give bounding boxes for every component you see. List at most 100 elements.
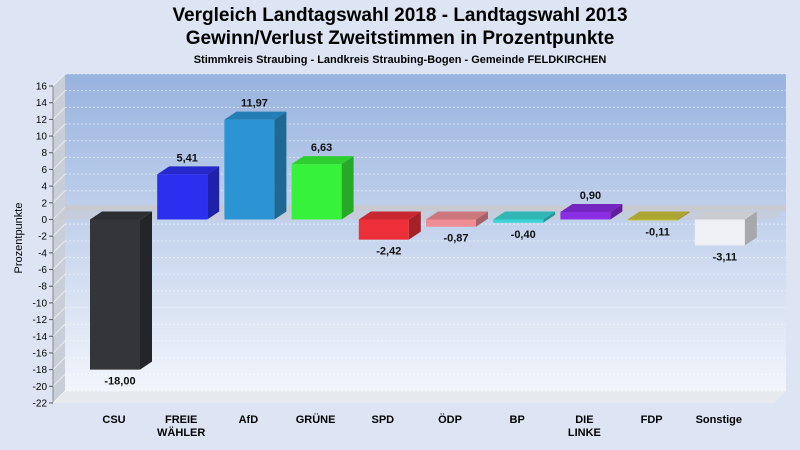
bar-top bbox=[90, 211, 152, 220]
bar-top bbox=[224, 111, 287, 120]
bar-side bbox=[543, 211, 556, 223]
gridline-side bbox=[52, 190, 66, 204]
plot-floor bbox=[53, 391, 786, 403]
bars bbox=[90, 111, 757, 370]
gridline-side bbox=[52, 340, 66, 354]
value-label: -0,87 bbox=[443, 233, 468, 245]
value-label: -18,00 bbox=[104, 376, 135, 388]
plot-back-wall bbox=[65, 74, 786, 391]
gridline-side bbox=[52, 290, 66, 304]
gridline-side bbox=[52, 157, 66, 170]
value-label: 5,41 bbox=[176, 152, 197, 164]
y-tick-label: 12 bbox=[36, 115, 48, 126]
bar-top bbox=[291, 156, 354, 165]
bar-top bbox=[358, 211, 421, 220]
bar-ödp bbox=[426, 211, 488, 227]
y-tick-label: 14 bbox=[36, 98, 48, 109]
y-axis-ticks: 16 14 12 10 8 6 4 2 0 -2 -4 -6 -8 -10 -12 -14 -16 -18 -20 -… bbox=[33, 82, 53, 410]
gridline-side bbox=[52, 90, 66, 104]
bar-front bbox=[358, 219, 409, 240]
y-tick-label: 8 bbox=[41, 148, 47, 159]
bar-top bbox=[426, 211, 488, 220]
bar-sonstige bbox=[694, 211, 757, 246]
bar-top bbox=[627, 211, 690, 220]
gridline-side bbox=[52, 357, 66, 370]
bar-top bbox=[157, 166, 220, 175]
bar-front bbox=[627, 219, 678, 221]
gridline-side bbox=[52, 273, 66, 287]
y-tick-label: 2 bbox=[41, 198, 47, 209]
gridline-side bbox=[52, 223, 66, 237]
x-tick-label: SPD bbox=[371, 414, 394, 426]
bar-csu bbox=[90, 211, 152, 370]
y-tick-label: 16 bbox=[36, 82, 48, 93]
bar-afd bbox=[224, 111, 287, 220]
gridline-side bbox=[52, 73, 66, 87]
y-tick-label: 4 bbox=[41, 182, 47, 193]
chart-title: Vergleich Landtagswahl 2018 - Landtagswa… bbox=[172, 5, 628, 26]
plot-side-wall bbox=[53, 74, 65, 403]
bar-side bbox=[677, 211, 690, 221]
x-tick-label: Sonstige bbox=[696, 414, 742, 426]
y-tick-label: -14 bbox=[33, 332, 48, 343]
value-label: -3,11 bbox=[713, 251, 737, 263]
y-tick-label: -4 bbox=[38, 248, 47, 259]
x-tick-label: BP bbox=[510, 414, 525, 426]
x-tick-label: DIE bbox=[575, 414, 593, 426]
y-tick-label: -16 bbox=[33, 348, 48, 359]
value-label: -0,11 bbox=[645, 226, 669, 238]
bar-side bbox=[610, 203, 623, 220]
value-label: -0,40 bbox=[511, 229, 536, 241]
bar-top bbox=[694, 211, 757, 220]
y-tick-label: -2 bbox=[38, 232, 47, 243]
value-label: 0,90 bbox=[580, 190, 601, 202]
chart-subtitle: Gewinn/Verlust Zweitstimmen in Prozentpu… bbox=[185, 28, 615, 49]
bar-top bbox=[560, 203, 623, 212]
gridline-side bbox=[52, 240, 66, 254]
chart-titles: Vergleich Landtagswahl 2018 - Landtagswa… bbox=[0, 4, 800, 68]
bar-grüne bbox=[291, 156, 354, 220]
x-tick-label: AfD bbox=[239, 414, 259, 426]
chart-subsubtitle: Stimmkreis Straubing - Landkreis Straubi… bbox=[193, 54, 607, 66]
y-tick-label: -10 bbox=[33, 298, 48, 309]
bar-front bbox=[493, 219, 544, 223]
y-tick-label: -18 bbox=[33, 365, 48, 376]
y-tick-label: -20 bbox=[33, 382, 48, 393]
bar-top bbox=[493, 211, 556, 220]
bar-front bbox=[224, 119, 275, 220]
gridline-side bbox=[52, 173, 66, 187]
gridline-side bbox=[52, 373, 66, 387]
y-tick-label: -8 bbox=[38, 282, 47, 293]
y-axis-label: Prozentpunkte bbox=[13, 203, 25, 274]
bar-die-linke bbox=[560, 203, 623, 220]
bar-freie-wähler bbox=[157, 166, 220, 220]
y-tick-label: -6 bbox=[38, 265, 47, 276]
value-label: 6,63 bbox=[311, 142, 332, 154]
y-tick-label: 6 bbox=[41, 165, 47, 176]
bar-side bbox=[207, 166, 220, 220]
gridline-side bbox=[52, 140, 66, 154]
x-tick-label: ÖDP bbox=[438, 413, 462, 426]
value-label: 11,97 bbox=[241, 98, 268, 110]
x-tick-label: GRÜNE bbox=[296, 413, 336, 426]
y-tick-label: -12 bbox=[33, 315, 48, 326]
bar-front bbox=[291, 164, 342, 220]
value-labels: -18,00 5,41 11,97 6,63 -2,42 -0,87 -0,40 0,90 -0… bbox=[104, 98, 737, 388]
bar-side bbox=[744, 211, 757, 246]
gridline-side bbox=[52, 323, 66, 337]
bar-front bbox=[157, 174, 208, 220]
bar-side bbox=[274, 111, 287, 220]
plot-background bbox=[52, 74, 786, 403]
bar-front bbox=[694, 219, 745, 246]
y-tick-label: 0 bbox=[41, 215, 47, 226]
x-tick-label: WÄHLER bbox=[157, 426, 205, 439]
y-tick-label: 10 bbox=[36, 132, 48, 143]
x-tick-label: CSU bbox=[102, 414, 125, 426]
bar-front bbox=[90, 219, 140, 370]
gridline-side bbox=[52, 390, 66, 404]
bar-side bbox=[140, 211, 152, 370]
bar-front bbox=[560, 211, 611, 220]
bar-side bbox=[476, 211, 488, 227]
